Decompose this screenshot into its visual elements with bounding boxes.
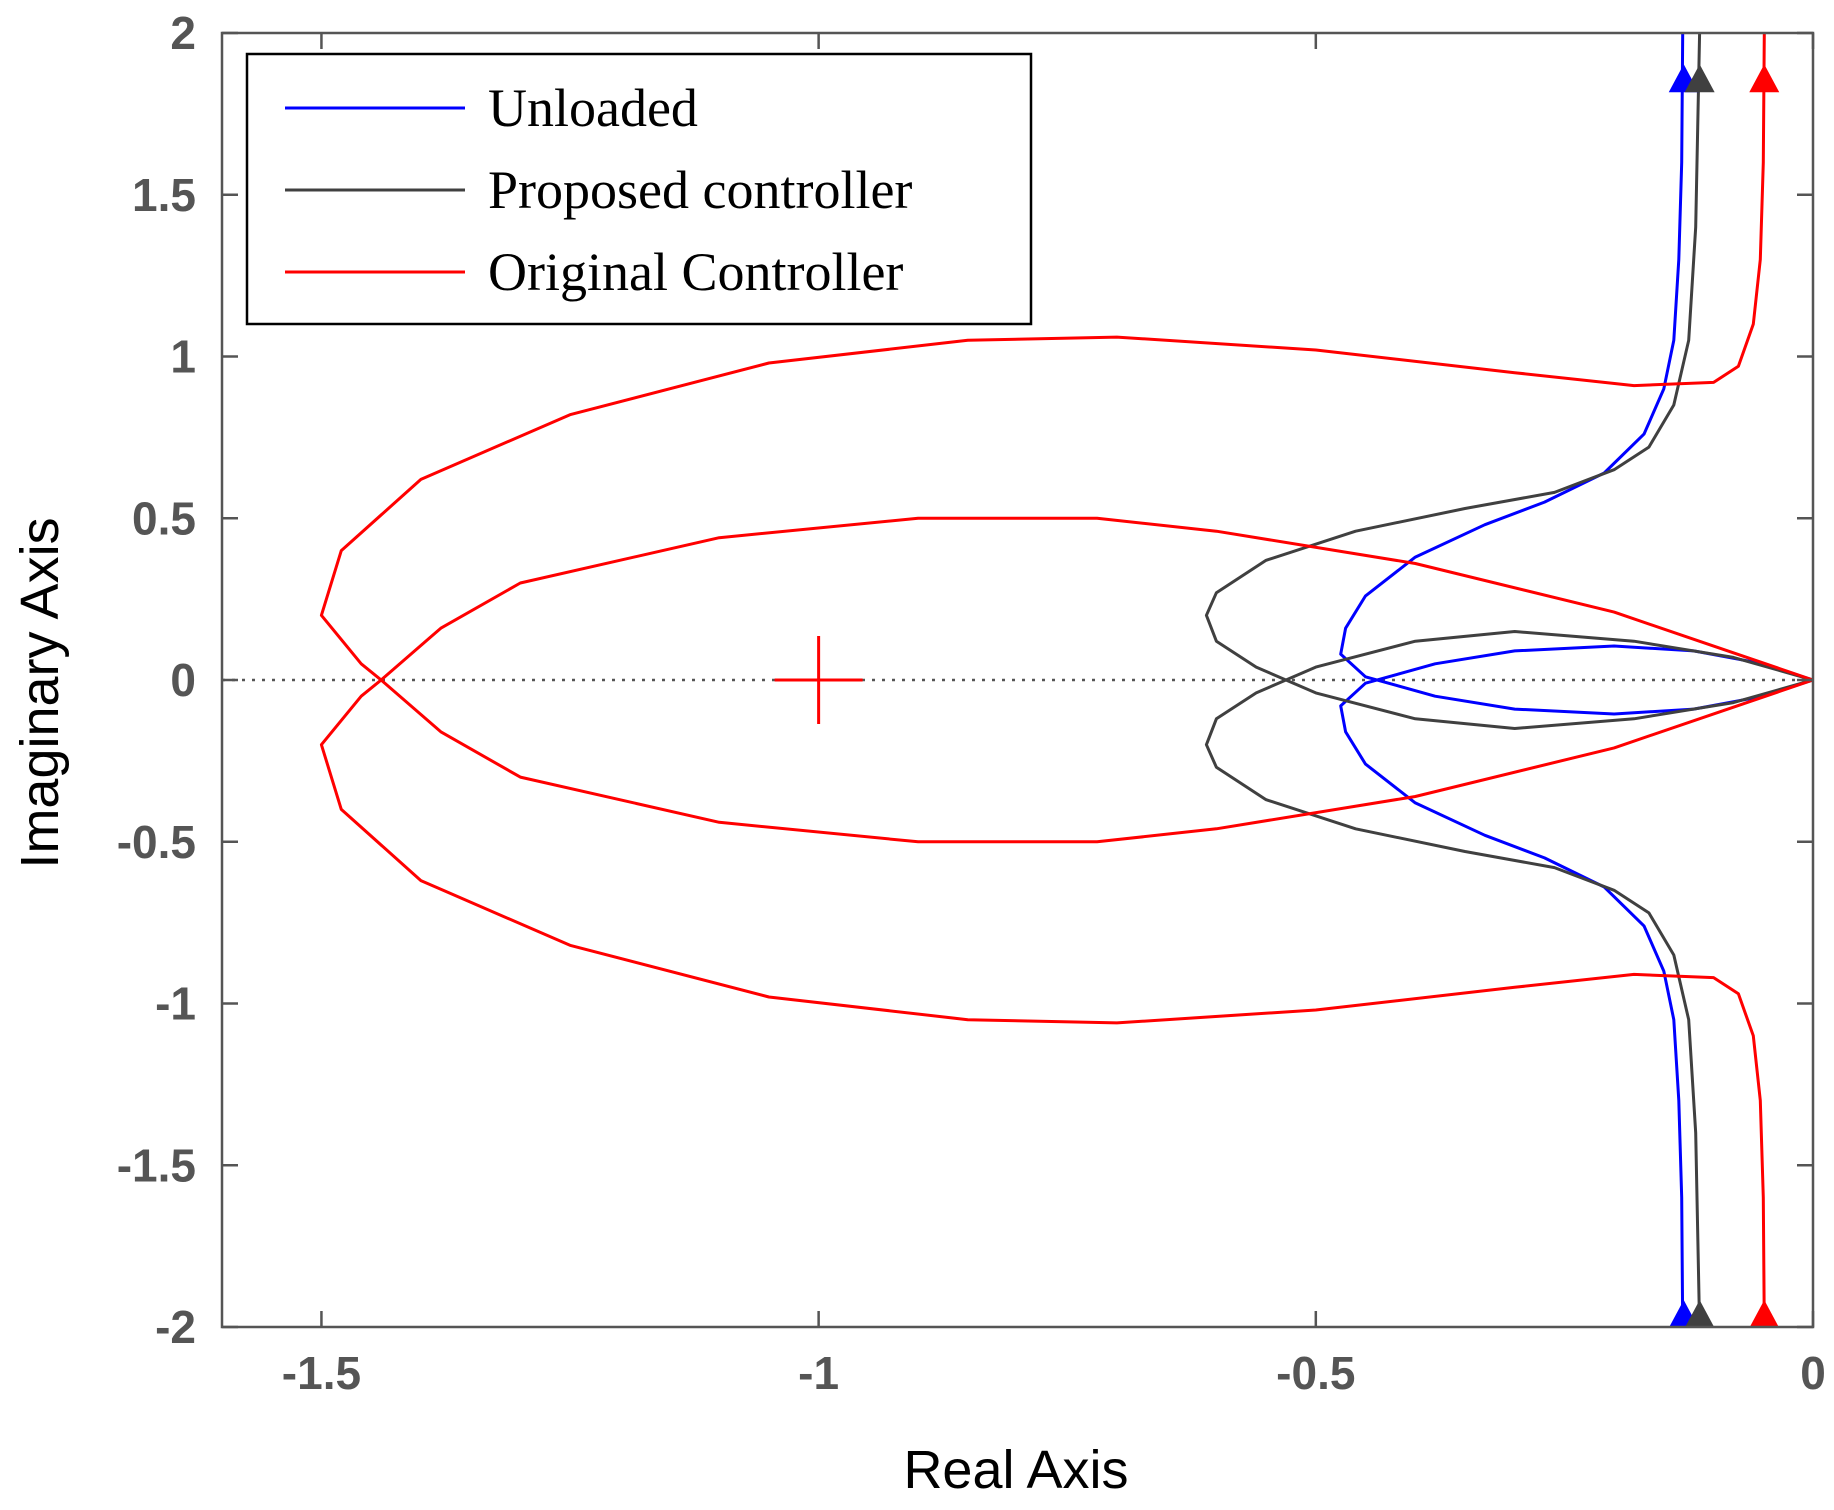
series-line-1-branch-1 (1339, 644, 1814, 1328)
x-tick-label: -1.5 (282, 1347, 361, 1399)
y-tick-label: 0 (170, 654, 196, 706)
y-tick-label: 0.5 (132, 492, 196, 544)
x-axis-label: Real Axis (903, 1440, 1128, 1500)
legend: Unloaded Proposed controller Original Cont… (245, 52, 1033, 326)
pole-plus-marker (774, 636, 863, 724)
series-line-1-branch-2 (1339, 32, 1814, 716)
legend-label-3: Original Controller (488, 242, 903, 302)
root-locus-end-marker-6 (1749, 1300, 1780, 1329)
axes-layer: -1.5 -1 -0.5 0 -2 -1.5 -1 -0.5 0 0.5 1 1.5 2 (117, 7, 1826, 1399)
legend-label-2: Proposed controller (488, 160, 912, 220)
series-line-2-branch-1 (1204, 630, 1814, 1328)
root-locus-end-marker-5 (1749, 64, 1780, 93)
y-tick-label: 2 (170, 7, 196, 59)
series-line-3-branch-1 (319, 516, 1814, 1328)
series-line-3-branch-2 (319, 32, 1814, 844)
y-tick-label: -1.5 (117, 1139, 196, 1191)
y-tick-label: -1 (155, 978, 196, 1030)
y-tick-label: -2 (155, 1301, 196, 1353)
series-layer (319, 32, 1814, 1328)
x-tick-label: -0.5 (1276, 1347, 1355, 1399)
x-tick-label: 0 (1800, 1347, 1826, 1399)
x-tick-label: -1 (798, 1347, 839, 1399)
legend-label-1: Unloaded (488, 78, 698, 138)
series-line-2-branch-2 (1204, 32, 1814, 730)
root-locus-end-marker-4 (1684, 1300, 1715, 1329)
marker-layer (774, 64, 1780, 1329)
y-tick-label: 1 (170, 331, 196, 383)
y-tick-label: -0.5 (117, 816, 196, 868)
y-axis-label: Imaginary Axis (10, 517, 70, 868)
root-locus-end-marker-3 (1684, 64, 1715, 93)
y-tick-label: 1.5 (132, 169, 196, 221)
